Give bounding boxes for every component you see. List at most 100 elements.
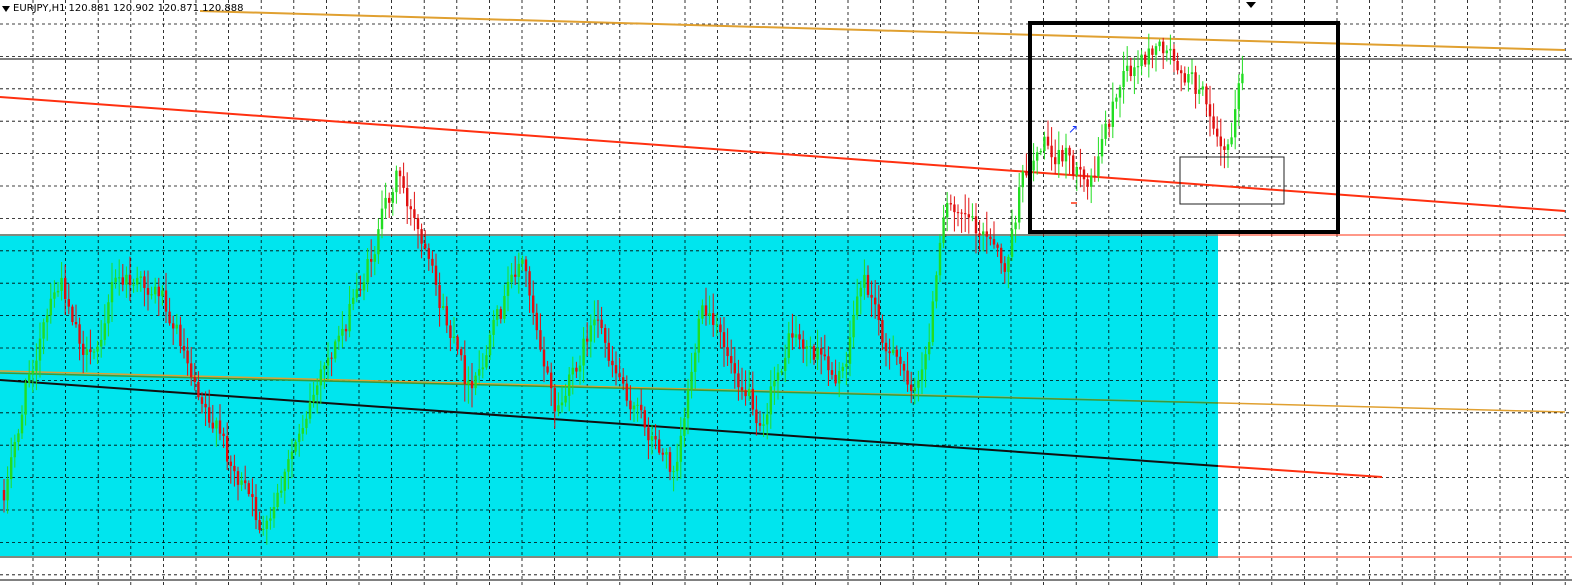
candle-bear bbox=[953, 204, 956, 213]
candle-bear bbox=[1205, 86, 1208, 105]
candle-bull bbox=[676, 461, 679, 472]
dropdown-triangle-icon[interactable] bbox=[2, 5, 10, 12]
candle-bull bbox=[319, 369, 322, 386]
candle-bear bbox=[1212, 116, 1215, 129]
candle-bull bbox=[1115, 97, 1118, 102]
candle-bear bbox=[737, 373, 740, 388]
candle-bull bbox=[982, 231, 985, 235]
candle-bull bbox=[1032, 160, 1035, 171]
candle-bull bbox=[571, 367, 574, 375]
candle-bull bbox=[510, 274, 513, 282]
candle-bull bbox=[1010, 229, 1014, 257]
candle-bull bbox=[838, 371, 841, 384]
candle-bear bbox=[1050, 145, 1053, 158]
candle-bear bbox=[1151, 48, 1154, 55]
candle-bull bbox=[305, 418, 308, 428]
candle-bear bbox=[899, 356, 902, 364]
candle-bull bbox=[20, 414, 24, 434]
candle-bull bbox=[262, 528, 265, 530]
candle-bull bbox=[496, 309, 499, 320]
candle-bull bbox=[748, 388, 751, 397]
candle-bull bbox=[384, 197, 387, 209]
candle-bear bbox=[798, 334, 801, 340]
candle-bull bbox=[942, 217, 945, 243]
candle-bear bbox=[964, 213, 967, 215]
candle-bull bbox=[816, 348, 819, 360]
candle-bear bbox=[535, 312, 538, 331]
candle-bull bbox=[665, 452, 668, 455]
candle-bull bbox=[377, 229, 380, 255]
candle-bull bbox=[679, 435, 682, 462]
candle-bear bbox=[233, 465, 236, 472]
candle-bull bbox=[1122, 70, 1125, 88]
candle-bull bbox=[269, 518, 272, 521]
candle-bull bbox=[215, 420, 218, 429]
candle-bull bbox=[132, 284, 135, 286]
candle-bull bbox=[769, 386, 772, 415]
candle-bull bbox=[971, 216, 974, 218]
candle-bear bbox=[1219, 136, 1222, 147]
candle-bear bbox=[236, 471, 240, 485]
candle-bull bbox=[809, 346, 812, 348]
candle-bear bbox=[640, 404, 643, 411]
candle-bear bbox=[1108, 123, 1111, 127]
candle-bull bbox=[697, 318, 700, 353]
candle-bear bbox=[1000, 247, 1003, 264]
symbol-label: EURJPY,H1 bbox=[13, 3, 66, 14]
candle-bull bbox=[701, 305, 704, 319]
candle-bear bbox=[978, 233, 981, 235]
candle-bull bbox=[276, 492, 279, 507]
candle-bear bbox=[89, 349, 92, 352]
shift-marker-icon[interactable] bbox=[1246, 2, 1256, 8]
candle-bull bbox=[53, 292, 56, 299]
candle-bull bbox=[589, 325, 592, 342]
candle-bear bbox=[200, 397, 204, 404]
candle-bear bbox=[449, 325, 452, 338]
candle-bull bbox=[125, 274, 128, 285]
candle-bull bbox=[139, 276, 142, 278]
candle-bear bbox=[956, 212, 960, 214]
candle-bear bbox=[456, 336, 459, 350]
candle-bull bbox=[24, 382, 27, 415]
candle-bear bbox=[330, 357, 333, 359]
candle-bear bbox=[244, 480, 247, 484]
candle-bear bbox=[647, 427, 650, 441]
candle-bear bbox=[600, 319, 603, 328]
trendline-gold-upper bbox=[199, 10, 1566, 51]
candle-bull bbox=[856, 296, 859, 316]
candle-bull bbox=[391, 192, 394, 203]
candle-bear bbox=[877, 304, 880, 321]
candle-bear bbox=[712, 313, 715, 325]
candle-bull bbox=[1154, 46, 1158, 55]
candle-bull bbox=[280, 490, 283, 493]
candle-bear bbox=[758, 423, 762, 426]
candle-bear bbox=[427, 248, 430, 259]
candle-bear bbox=[514, 274, 517, 277]
candle-bear bbox=[146, 288, 150, 295]
candle-bear bbox=[2, 490, 6, 501]
candle-bear bbox=[197, 381, 200, 398]
candle-bull bbox=[686, 389, 690, 419]
candle-bear bbox=[186, 350, 189, 364]
candle-bear bbox=[143, 276, 146, 289]
candle-bear bbox=[434, 265, 438, 286]
candle-bull bbox=[593, 319, 596, 326]
candle-bear bbox=[460, 349, 463, 356]
candle-bear bbox=[402, 176, 405, 188]
candle-bull bbox=[848, 337, 852, 364]
candle-bull bbox=[503, 295, 506, 319]
candle-bull bbox=[96, 346, 99, 352]
candle-bull bbox=[485, 355, 488, 368]
candle-bear bbox=[1079, 166, 1082, 170]
ohlc-readout: 120.881 120.902 120.871 120.888 bbox=[68, 3, 244, 14]
candle-bear bbox=[661, 452, 664, 455]
candle-bear bbox=[82, 343, 85, 355]
candle-bull bbox=[1100, 138, 1104, 157]
candle-bull bbox=[560, 402, 564, 406]
candle-bull bbox=[924, 354, 927, 370]
trendline-green bbox=[0, 372, 1219, 404]
candle-bear bbox=[1208, 104, 1212, 117]
candle-bull bbox=[467, 380, 470, 384]
